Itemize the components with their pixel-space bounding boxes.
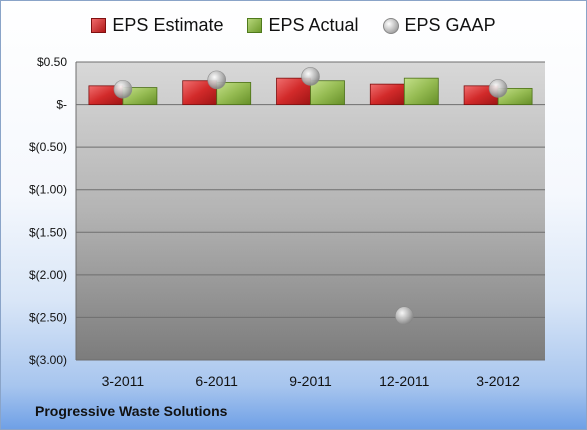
x-tick-label: 9-2011: [289, 373, 332, 389]
y-tick-label: $(2.00): [29, 268, 67, 282]
gaap-swatch-icon: [382, 17, 399, 34]
legend: EPS Estimate EPS Actual EPS GAAP: [1, 15, 586, 36]
y-tick-label: $0.50: [37, 55, 67, 69]
marker-gaap: [301, 67, 320, 86]
bar-actual: [403, 77, 439, 105]
y-tick-label: $(3.00): [29, 353, 67, 367]
x-tick-label: 12-2011: [379, 373, 430, 389]
y-tick-label: $(2.50): [29, 310, 67, 324]
legend-label-estimate: EPS Estimate: [112, 15, 224, 35]
actual-swatch-icon: [247, 18, 263, 33]
company-name: Progressive Waste Solutions: [35, 403, 228, 419]
marker-gaap: [113, 79, 133, 99]
y-tick-label: $(1.00): [29, 183, 67, 197]
plot-area: [76, 62, 545, 360]
marker-gaap: [394, 306, 414, 326]
legend-label-gaap: EPS GAAP: [404, 15, 496, 35]
estimate-swatch-icon: [91, 18, 107, 33]
x-tick-label: 6-2011: [195, 373, 238, 389]
legend-item-actual: EPS Actual: [247, 15, 359, 36]
bar-actual: [310, 80, 345, 105]
legend-item-gaap: EPS GAAP: [382, 15, 496, 36]
bar-estimate: [369, 83, 405, 105]
bar-actual: [216, 82, 252, 105]
x-tick-label: 3-2011: [102, 373, 145, 389]
legend-item-estimate: EPS Estimate: [91, 15, 223, 36]
y-tick-label: $-: [56, 98, 67, 112]
legend-label-actual: EPS Actual: [268, 15, 359, 35]
marker-gaap: [488, 79, 508, 98]
marker-gaap: [207, 70, 226, 90]
y-tick-label: $(1.50): [29, 225, 67, 239]
y-tick-label: $(0.50): [29, 140, 67, 154]
x-tick-label: 3-2012: [476, 373, 520, 389]
